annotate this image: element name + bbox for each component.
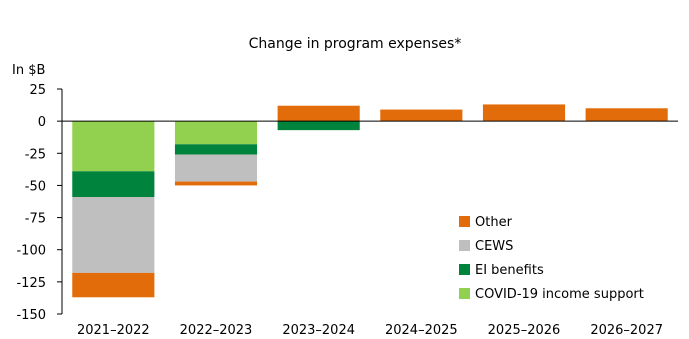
y-tick-label: -150	[16, 308, 46, 323]
bar-segment	[585, 108, 668, 122]
bar-segment	[174, 121, 258, 145]
bars-group	[72, 104, 668, 298]
legend-label: EI benefits	[475, 263, 544, 278]
legend-swatch	[459, 288, 470, 299]
x-axis: 2021–2022 2022–2023 2023–2024 2024–2025 2025…	[77, 323, 663, 338]
bar-segment	[277, 121, 360, 131]
x-tick-label: 2023–2024	[282, 323, 355, 338]
x-tick-label: 2022–2023	[180, 323, 253, 338]
y-axis-unit-label: In $B	[12, 63, 45, 78]
legend-swatch	[459, 240, 470, 251]
y-axis: 25 0 -25 -50 -75 -100 -125 -150	[16, 83, 62, 323]
y-tick-label: 25	[29, 83, 46, 98]
x-tick-label: 2025–2026	[488, 323, 561, 338]
y-tick-label: -75	[25, 212, 46, 227]
bar-segment	[72, 121, 155, 172]
legend-label: CEWS	[475, 239, 513, 254]
y-tick-label: -100	[16, 244, 46, 259]
bar-segment	[72, 171, 155, 197]
bar-segment	[277, 105, 360, 122]
bar-segment	[72, 197, 155, 273]
legend-label: COVID-19 income support	[475, 287, 644, 302]
y-tick-label: -50	[25, 179, 46, 194]
y-tick-label: -25	[25, 147, 46, 162]
legend-label: Other	[475, 215, 513, 230]
bar-segment	[174, 154, 258, 182]
y-tick-label: 0	[38, 115, 46, 130]
legend-swatch	[459, 264, 470, 275]
legend-swatch	[459, 216, 470, 227]
x-tick-label: 2026–2027	[590, 323, 663, 338]
bar-segment	[380, 109, 463, 122]
chart-title: Change in program expenses*	[249, 36, 462, 52]
bar-segment	[174, 144, 258, 155]
bar-segment	[482, 104, 566, 122]
bar-segment	[174, 181, 258, 186]
x-tick-label: 2021–2022	[77, 323, 150, 338]
legend: Other CEWS EI benefits COVID-19 income supp…	[459, 215, 644, 302]
bar-segment	[72, 272, 155, 298]
y-tick-label: -125	[16, 276, 46, 291]
x-tick-label: 2024–2025	[385, 323, 458, 338]
